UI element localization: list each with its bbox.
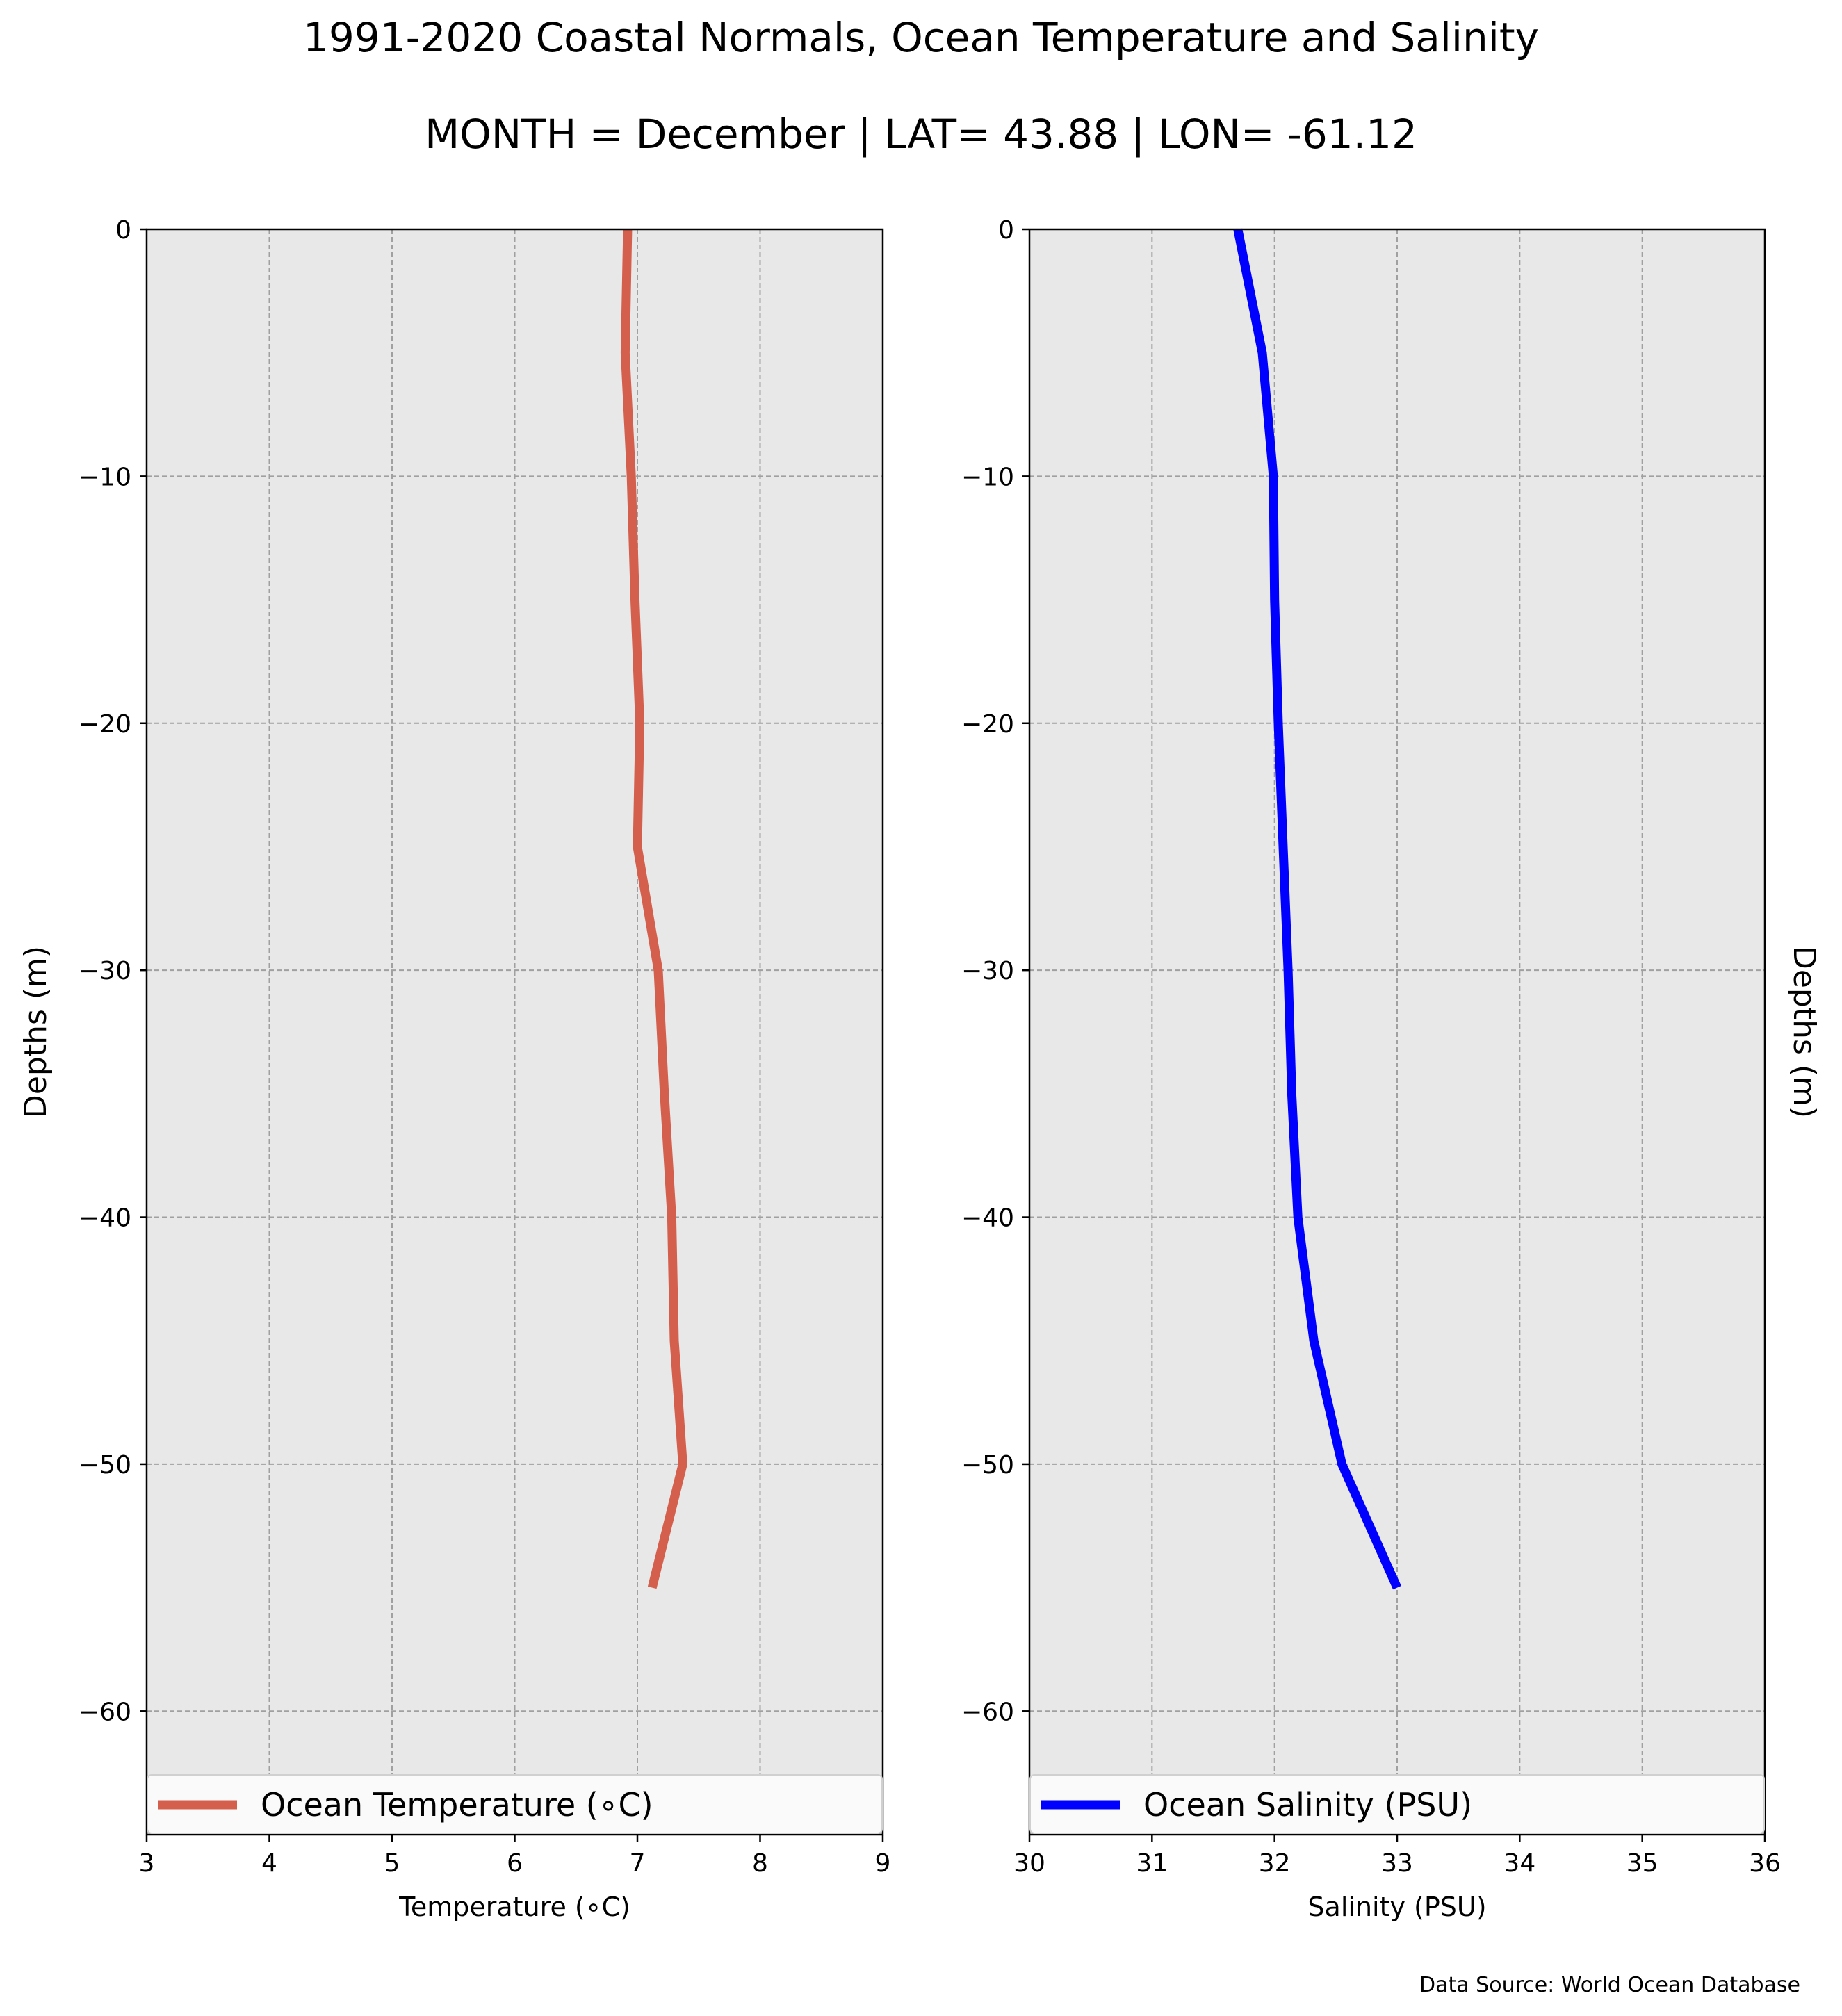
x-tick-label: 8 <box>752 1849 768 1878</box>
figure-title: 1991-2020 Coastal Normals, Ocean Tempera… <box>303 14 1539 61</box>
y-tick-label: −20 <box>961 710 1014 739</box>
figure-subtitle: MONTH = December | LAT= 43.88 | LON= -61… <box>425 110 1417 158</box>
y-tick-label: −30 <box>79 957 131 985</box>
y-tick-label: −30 <box>961 957 1014 985</box>
series-line-0 <box>620 229 687 1589</box>
legend: Ocean Salinity (PSU) <box>1029 1774 1765 1834</box>
y-axis-label: Depths (m) <box>18 946 54 1118</box>
y-tick-label: −50 <box>961 1451 1014 1480</box>
y-axis-label: Depths (m) <box>1786 946 1822 1118</box>
y-tick-label: 0 <box>998 216 1014 245</box>
y-tick-label: −50 <box>79 1451 131 1480</box>
x-tick-label: 3 <box>139 1849 155 1878</box>
legend-label: Ocean Temperature (∘C) <box>261 1786 653 1824</box>
y-tick-label: 0 <box>115 216 131 245</box>
x-tick-label: 5 <box>384 1849 400 1878</box>
x-tick-label: 7 <box>630 1849 646 1878</box>
x-tick-label: 33 <box>1381 1849 1413 1878</box>
y-tick-label: −60 <box>961 1698 1014 1726</box>
data-source-note: Data Source: World Ocean Database <box>1419 1973 1800 1997</box>
y-tick-label: −40 <box>961 1204 1014 1233</box>
legend-box <box>147 1774 883 1834</box>
y-tick-label: −60 <box>79 1698 131 1726</box>
x-tick-label: 6 <box>507 1849 523 1878</box>
x-axis-label: Salinity (PSU) <box>1307 1892 1486 1922</box>
x-tick-label: 4 <box>261 1849 277 1878</box>
salinity-chart: 30 31 32 33 34 35 36 0 −10 −20 −30 −40 −50 −60 Salinit… <box>961 216 1822 1922</box>
x-tick-label: 34 <box>1503 1849 1535 1878</box>
y-tick-label: −10 <box>79 463 131 491</box>
series-line-0 <box>1233 228 1401 1590</box>
legend-box <box>1029 1774 1765 1834</box>
x-tick-label: 31 <box>1136 1849 1168 1878</box>
legend: Ocean Temperature (∘C) <box>147 1774 883 1834</box>
x-tick-label: 36 <box>1749 1849 1781 1878</box>
x-tick-label: 32 <box>1259 1849 1291 1878</box>
legend-label: Ocean Salinity (PSU) <box>1143 1786 1472 1824</box>
x-tick-label: 30 <box>1013 1849 1045 1878</box>
temperature-chart: 3 4 5 6 7 8 9 0 −10 −20 −30 −40 −50 −60 Temperature (∘… <box>18 216 890 1922</box>
y-tick-label: −40 <box>79 1204 131 1233</box>
y-tick-label: −20 <box>79 710 131 739</box>
y-tick-label: −10 <box>961 463 1014 491</box>
x-tick-label: 9 <box>875 1849 891 1878</box>
x-axis-label: Temperature (∘C) <box>398 1892 630 1922</box>
x-tick-label: 35 <box>1627 1849 1658 1878</box>
